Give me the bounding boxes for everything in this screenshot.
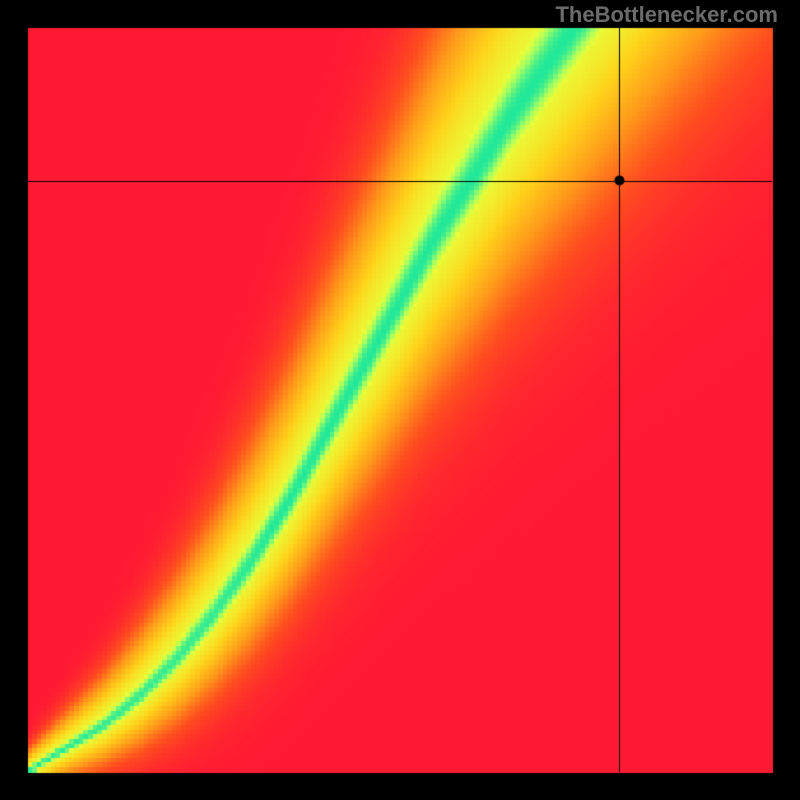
- watermark-text: TheBottlenecker.com: [555, 2, 778, 28]
- chart-container: TheBottlenecker.com: [0, 0, 800, 800]
- heatmap-canvas: [0, 0, 800, 800]
